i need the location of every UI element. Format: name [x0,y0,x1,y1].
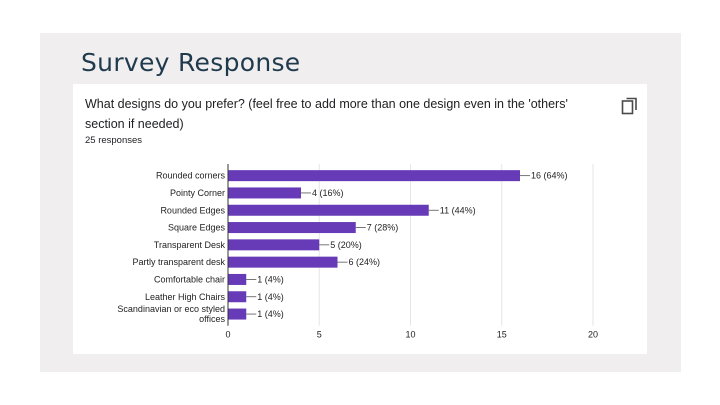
value-label: 5 (20%) [330,240,362,250]
bar[interactable] [228,256,338,268]
chart-bars [228,170,520,320]
value-label: 1 (4%) [257,274,284,284]
bar[interactable] [228,222,356,234]
question-card [73,84,647,354]
x-tick-label: 15 [497,330,507,340]
bar[interactable] [228,239,320,251]
category-label: Scandinavian or eco styled offices [117,304,225,324]
category-label: Leather High Chairs [145,292,226,302]
value-label: 4 (16%) [312,188,344,198]
category-label: Pointy Corner [170,188,225,198]
bar-chart: Rounded corners Pointy Corner Rounded Edge… [117,164,598,340]
category-label: Transparent Desk [154,240,226,250]
value-label: 6 (24%) [349,257,381,267]
bar[interactable] [228,187,301,199]
value-label: 1 (4%) [257,309,284,319]
category-label: Square Edges [168,223,226,233]
copy-icon [621,97,637,115]
category-label: Partly transparent desk [132,257,225,267]
value-label: 7 (28%) [367,223,399,233]
x-tick-label: 20 [588,330,598,340]
bar[interactable] [228,204,429,216]
category-label: Rounded Edges [160,205,225,215]
bar[interactable] [228,308,247,320]
value-label: 16 (64%) [531,171,568,181]
x-tick-label: 10 [405,330,415,340]
question-text: What designs do you prefer? (feel free t… [85,97,568,131]
bar[interactable] [228,273,247,285]
value-labels: 16 (64%) 4 (16%) 11 (44%) 7 (28%) 5 (20%) 6 (… [246,171,568,319]
copy-chart-button[interactable] [620,96,640,116]
page-title: Survey Response [81,48,301,77]
category-label: Rounded corners [156,171,226,181]
response-count: 25 responses [85,135,143,146]
value-label: 11 (44%) [440,205,476,215]
x-tick-label: 5 [317,330,322,340]
x-tick-labels: 0 5 10 15 20 [225,330,598,340]
category-label: Comfortable chair [154,274,225,284]
x-tick-label: 0 [225,330,230,340]
bar[interactable] [228,291,247,303]
bar[interactable] [228,170,520,182]
category-labels: Rounded corners Pointy Corner Rounded Edge… [117,171,225,324]
value-label: 1 (4%) [257,292,284,302]
